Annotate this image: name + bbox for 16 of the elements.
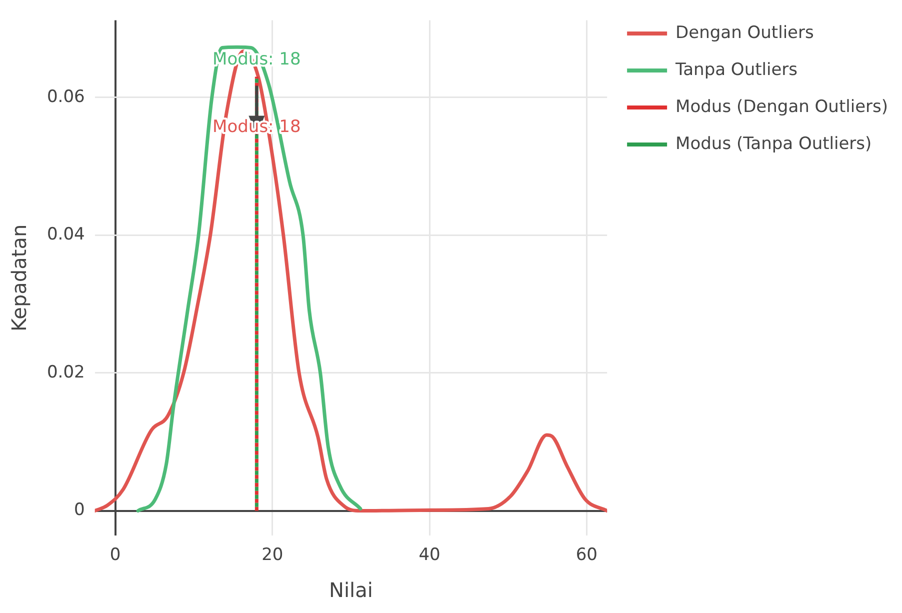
legend-label: Modus (Tanpa Outliers) (676, 134, 872, 154)
x-tick-label: 0 (110, 545, 121, 566)
y-axis-title: Kepadatan (7, 224, 32, 332)
x-axis-title: Nilai (329, 578, 373, 602)
y-tick-label: 0.04 (46, 224, 85, 245)
y-tick-label: 0.02 (46, 362, 85, 382)
legend-label: Modus (Dengan Outliers) (676, 96, 888, 117)
line-series (136, 45, 362, 513)
x-tick-label: 40 (418, 545, 440, 566)
x-tick-label: 20 (262, 545, 284, 566)
legend-label: Tanpa Outliers (674, 60, 798, 80)
y-tick-label: 0.06 (46, 86, 85, 107)
y-tick-label: 0 (74, 500, 85, 520)
legend-label: Dengan Outliers (676, 22, 814, 43)
line-series (94, 49, 608, 513)
x-tick-label: 60 (576, 545, 598, 566)
